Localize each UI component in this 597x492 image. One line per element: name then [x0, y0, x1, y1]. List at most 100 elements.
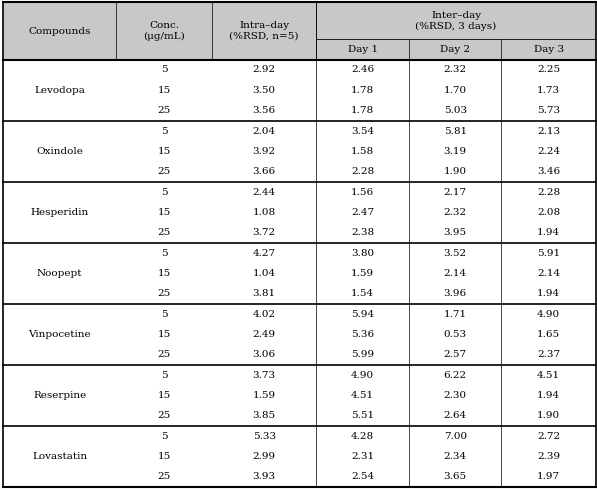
Text: 1.54: 1.54 — [351, 289, 374, 298]
Text: 2.46: 2.46 — [351, 65, 374, 74]
Text: 5.36: 5.36 — [351, 330, 374, 339]
Text: 25: 25 — [158, 289, 171, 298]
Text: Day 3: Day 3 — [534, 45, 564, 54]
Text: 2.30: 2.30 — [444, 391, 467, 400]
Text: 4.28: 4.28 — [351, 431, 374, 441]
Text: 2.49: 2.49 — [253, 330, 276, 339]
Text: 2.38: 2.38 — [351, 228, 374, 237]
Text: 2.44: 2.44 — [253, 187, 276, 196]
Text: Hesperidin: Hesperidin — [30, 208, 89, 217]
Text: 5: 5 — [161, 309, 168, 319]
Text: 1.56: 1.56 — [351, 187, 374, 196]
Text: 2.39: 2.39 — [537, 452, 560, 461]
Text: 5.03: 5.03 — [444, 106, 467, 115]
Text: 1.59: 1.59 — [351, 269, 374, 278]
Text: 15: 15 — [158, 391, 171, 400]
Text: 25: 25 — [158, 106, 171, 115]
Text: 2.99: 2.99 — [253, 452, 276, 461]
Text: 3.46: 3.46 — [537, 167, 560, 176]
Text: 2.24: 2.24 — [537, 147, 560, 156]
Text: Compounds: Compounds — [29, 27, 91, 35]
Text: 0.53: 0.53 — [444, 330, 467, 339]
Text: 5.33: 5.33 — [253, 431, 276, 441]
Text: Conc.
(μg/mL): Conc. (μg/mL) — [143, 21, 185, 41]
Text: 5: 5 — [161, 431, 168, 441]
Text: 2.14: 2.14 — [444, 269, 467, 278]
Text: Oxindole: Oxindole — [36, 147, 83, 156]
Text: 1.94: 1.94 — [537, 228, 560, 237]
Text: 2.04: 2.04 — [253, 126, 276, 135]
Text: 3.52: 3.52 — [444, 248, 467, 258]
Text: 3.73: 3.73 — [253, 370, 276, 380]
Text: 1.94: 1.94 — [537, 391, 560, 400]
Text: 3.80: 3.80 — [351, 248, 374, 258]
Text: Vinpocetine: Vinpocetine — [29, 330, 91, 339]
Text: 2.54: 2.54 — [351, 472, 374, 481]
Text: 5.94: 5.94 — [351, 309, 374, 319]
Text: 2.17: 2.17 — [444, 187, 467, 196]
Text: 1.58: 1.58 — [351, 147, 374, 156]
Text: 4.90: 4.90 — [537, 309, 560, 319]
Text: 5: 5 — [161, 65, 168, 74]
Text: 1.04: 1.04 — [253, 269, 276, 278]
Text: 4.02: 4.02 — [253, 309, 276, 319]
Text: 4.51: 4.51 — [351, 391, 374, 400]
Text: 15: 15 — [158, 269, 171, 278]
Text: 3.06: 3.06 — [253, 350, 276, 359]
Text: 3.54: 3.54 — [351, 126, 374, 135]
Text: 5: 5 — [161, 126, 168, 135]
Text: 5: 5 — [161, 370, 168, 380]
Text: 1.78: 1.78 — [351, 86, 374, 95]
Text: 2.72: 2.72 — [537, 431, 560, 441]
Text: 5: 5 — [161, 248, 168, 258]
Text: 6.22: 6.22 — [444, 370, 467, 380]
Text: 2.28: 2.28 — [537, 187, 560, 196]
Text: 1.71: 1.71 — [444, 309, 467, 319]
Text: 1.90: 1.90 — [537, 411, 560, 420]
Text: 1.97: 1.97 — [537, 472, 560, 481]
Text: 25: 25 — [158, 228, 171, 237]
Text: 3.92: 3.92 — [253, 147, 276, 156]
Text: 5.99: 5.99 — [351, 350, 374, 359]
Text: Inter–day
(%RSD, 3 days): Inter–day (%RSD, 3 days) — [416, 11, 497, 31]
Text: 2.57: 2.57 — [444, 350, 467, 359]
Text: 1.73: 1.73 — [537, 86, 560, 95]
Text: 25: 25 — [158, 472, 171, 481]
Text: 2.28: 2.28 — [351, 167, 374, 176]
Text: 3.72: 3.72 — [253, 228, 276, 237]
Text: 2.64: 2.64 — [444, 411, 467, 420]
Text: 2.08: 2.08 — [537, 208, 560, 217]
Text: 4.90: 4.90 — [351, 370, 374, 380]
Text: 2.25: 2.25 — [537, 65, 560, 74]
Text: 25: 25 — [158, 350, 171, 359]
Text: 3.85: 3.85 — [253, 411, 276, 420]
Text: 1.65: 1.65 — [537, 330, 560, 339]
Text: 15: 15 — [158, 452, 171, 461]
Text: 5: 5 — [161, 187, 168, 196]
Text: 3.19: 3.19 — [444, 147, 467, 156]
Text: 2.14: 2.14 — [537, 269, 560, 278]
Text: 4.27: 4.27 — [253, 248, 276, 258]
Text: 5.91: 5.91 — [537, 248, 560, 258]
Text: 2.47: 2.47 — [351, 208, 374, 217]
Text: 5.51: 5.51 — [351, 411, 374, 420]
Text: 1.90: 1.90 — [444, 167, 467, 176]
Text: Intra–day
(%RSD, n=5): Intra–day (%RSD, n=5) — [229, 22, 299, 41]
Text: 3.81: 3.81 — [253, 289, 276, 298]
Text: 2.34: 2.34 — [444, 452, 467, 461]
Text: 2.13: 2.13 — [537, 126, 560, 135]
Text: 1.08: 1.08 — [253, 208, 276, 217]
Text: 3.50: 3.50 — [253, 86, 276, 95]
Text: 1.70: 1.70 — [444, 86, 467, 95]
Text: 7.00: 7.00 — [444, 431, 467, 441]
Text: 5.73: 5.73 — [537, 106, 560, 115]
Text: 3.66: 3.66 — [253, 167, 276, 176]
Text: Levodopa: Levodopa — [34, 86, 85, 95]
Text: 15: 15 — [158, 86, 171, 95]
Text: 1.59: 1.59 — [253, 391, 276, 400]
Text: 2.31: 2.31 — [351, 452, 374, 461]
Text: 25: 25 — [158, 411, 171, 420]
Text: 3.65: 3.65 — [444, 472, 467, 481]
Text: 15: 15 — [158, 147, 171, 156]
Text: 15: 15 — [158, 330, 171, 339]
